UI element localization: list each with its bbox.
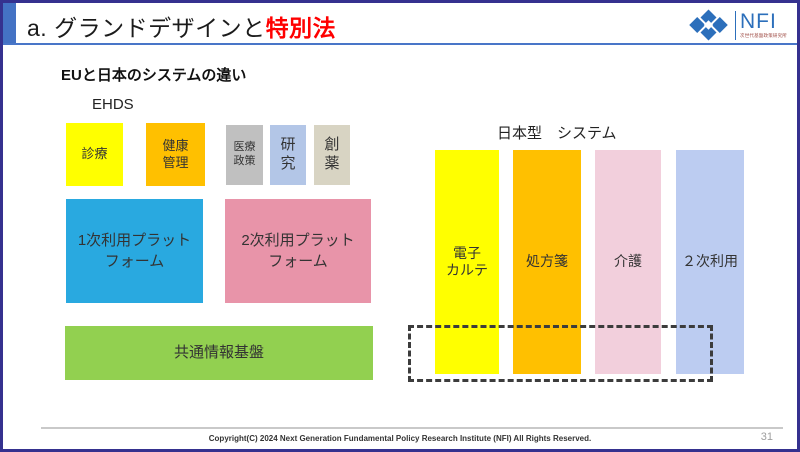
ehds-label: EHDS <box>92 96 134 113</box>
section-heading: EUと日本のシステムの違い <box>61 67 247 84</box>
slide-header: a. グランドデザインと特別法 NFI 次世代基盤政策研究所 <box>3 3 797 45</box>
nfi-diamonds-icon <box>689 9 728 41</box>
missing-common-infrastructure-outline <box>408 325 713 382</box>
eu-box-medical-policy: 医療 政策 <box>226 125 263 185</box>
eu-box-clinical: 診療 <box>66 123 123 186</box>
jp-bar-nursing-care: 介護 <box>595 150 661 374</box>
eu-box-health-management: 健康 管理 <box>146 123 205 186</box>
logo-subtitle: 次世代基盤政策研究所 <box>740 33 787 39</box>
nfi-logo: NFI 次世代基盤政策研究所 <box>687 7 787 43</box>
eu-box-drug-discovery: 創 薬 <box>314 125 350 185</box>
copyright-text: Copyright(C) 2024 Next Generation Fundam… <box>208 434 592 443</box>
footer-divider <box>41 427 783 429</box>
jp-bar-prescription: 処方箋 <box>513 150 581 374</box>
title-accent-bar <box>3 3 16 43</box>
logo-divider <box>735 10 736 40</box>
eu-secondary-use-platform: 2次利用プラット フォーム <box>225 199 371 303</box>
title-text: a. グランドデザインと <box>27 15 266 41</box>
title-highlight: 特別法 <box>265 15 337 41</box>
japan-system-heading: 日本型 システム <box>497 125 617 142</box>
page-title: a. グランドデザインと特別法 <box>27 9 336 43</box>
eu-common-information-infrastructure: 共通情報基盤 <box>65 326 373 380</box>
logo-acronym: NFI <box>740 10 777 34</box>
eu-primary-use-platform: 1次利用プラット フォーム <box>66 199 203 303</box>
jp-bar-electronic-health-record: 電子 カルテ <box>435 150 499 374</box>
logo-text: NFI 次世代基盤政策研究所 <box>740 11 787 39</box>
eu-box-research: 研 究 <box>270 125 306 185</box>
page-number: 31 <box>760 431 773 443</box>
